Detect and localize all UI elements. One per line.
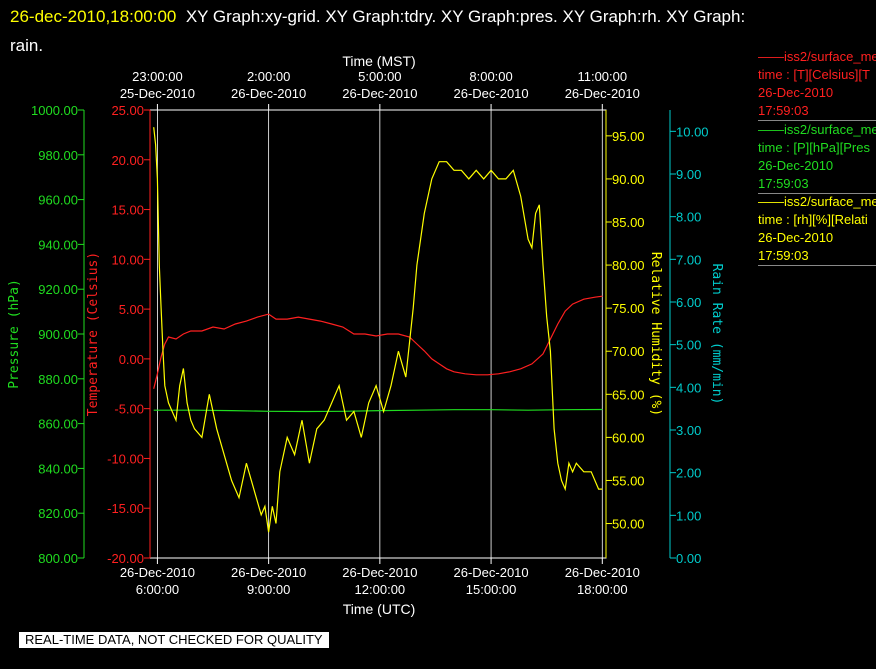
legend-line2: time : [rh][%][Relati <box>758 212 868 227</box>
x-tick-label-date: 26-Dec-2010 <box>565 565 640 580</box>
x-tick-label-date: 26-Dec-2010 <box>342 565 417 580</box>
legend-line3: 26-Dec-2010 <box>758 85 834 100</box>
rain-tick-label: 8.00 <box>676 210 701 225</box>
quality-warning: REAL-TIME DATA, NOT CHECKED FOR QUALITY <box>19 632 329 648</box>
header-graph-titles-cont: rain. <box>10 36 44 55</box>
temperature-tick-label: 15.00 <box>111 203 144 218</box>
temperature-tick-label: 5.00 <box>119 302 144 317</box>
pressure-tick-label: 940.00 <box>38 237 78 252</box>
rh-tick-label: 60.00 <box>612 430 645 445</box>
series-line-pressure <box>153 408 603 413</box>
legend-line2: time : [T][Celsius][T <box>758 67 870 82</box>
top-tick-label-time: 11:00:00 <box>577 69 627 84</box>
temperature-tick-label: 0.00 <box>119 352 144 367</box>
pressure-tick-label: 1000.00 <box>31 103 78 118</box>
legend-line4: 17:59:03 <box>758 102 876 121</box>
temperature-tick-label: -5.00 <box>114 402 144 417</box>
top-axis-title: Time (MST) <box>342 53 415 69</box>
header-timestamp: 26-dec-2010,18:00:00 <box>10 7 177 26</box>
series-line-rh <box>153 127 603 533</box>
rh-tick-label: 90.00 <box>612 172 645 187</box>
legend-line2: time : [P][hPa][Pres <box>758 140 870 155</box>
rain-tick-label: 4.00 <box>676 380 701 395</box>
header: 26-dec-2010,18:00:00 XY Graph:xy-grid. X… <box>10 2 860 60</box>
temperature-tick-label: 25.00 <box>111 103 144 118</box>
legend-line3: 26-Dec-2010 <box>758 230 834 245</box>
x-tick-label-time: 12:00:00 <box>355 582 406 597</box>
header-graph-titles: XY Graph:xy-grid. XY Graph:tdry. XY Grap… <box>185 7 746 26</box>
temperature-tick-label: 10.00 <box>111 252 144 267</box>
series-line-temperature <box>153 295 603 389</box>
rh-tick-label: 75.00 <box>612 301 645 316</box>
pressure-tick-label: 820.00 <box>38 506 78 521</box>
top-tick-label-time: 5:00:00 <box>358 69 401 84</box>
x-tick-label-time: 6:00:00 <box>136 582 179 597</box>
rain-axis-title: Rain Rate (mm/min) <box>709 264 724 405</box>
pressure-tick-label: 980.00 <box>38 148 78 163</box>
x-tick-label-date: 26-Dec-2010 <box>231 565 306 580</box>
top-tick-label-date: 26-Dec-2010 <box>565 86 640 101</box>
pressure-tick-label: 860.00 <box>38 417 78 432</box>
top-tick-label-date: 26-Dec-2010 <box>453 86 528 101</box>
x-tick-label-date: 26-Dec-2010 <box>453 565 528 580</box>
pressure-tick-label: 880.00 <box>38 372 78 387</box>
pressure-tick-label: 840.00 <box>38 461 78 476</box>
pressure-tick-label: 960.00 <box>38 193 78 208</box>
pressure-tick-label: 920.00 <box>38 282 78 297</box>
top-tick-label-time: 23:00:00 <box>132 69 183 84</box>
legend-line4: 17:59:03 <box>758 247 876 266</box>
rain-tick-label: 10.00 <box>676 124 709 139</box>
x-axis-title: Time (UTC) <box>343 601 416 617</box>
rh-axis-title: Relative Humidity (%) <box>648 252 663 416</box>
rh-tick-label: 65.00 <box>612 387 645 402</box>
x-tick-label-time: 9:00:00 <box>247 582 290 597</box>
top-tick-label-date: 26-Dec-2010 <box>342 86 417 101</box>
rain-tick-label: 6.00 <box>676 295 701 310</box>
rain-tick-label: 2.00 <box>676 466 701 481</box>
legend-line4: 17:59:03 <box>758 175 876 194</box>
top-tick-label-date: 26-Dec-2010 <box>231 86 306 101</box>
rain-tick-label: 1.00 <box>676 508 701 523</box>
x-tick-label-date: 26-Dec-2010 <box>120 565 195 580</box>
rain-tick-label: 3.00 <box>676 423 701 438</box>
rh-tick-label: 70.00 <box>612 344 645 359</box>
legend-entry-temperature: ——iss2/surface_me time : [T][Celsius][T … <box>758 48 876 121</box>
temperature-tick-label: -20.00 <box>107 551 144 566</box>
legend-line1: ——iss2/surface_me <box>758 194 876 209</box>
rain-tick-label: 9.00 <box>676 167 701 182</box>
rain-tick-label: 7.00 <box>676 252 701 267</box>
pressure-tick-label: 900.00 <box>38 327 78 342</box>
legend-entry-rh: ——iss2/surface_me time : [rh][%][Relati … <box>758 193 876 266</box>
legend-entry-pressure: ——iss2/surface_me time : [P][hPa][Pres 2… <box>758 121 876 194</box>
x-tick-label-time: 18:00:00 <box>577 582 628 597</box>
rh-tick-label: 85.00 <box>612 215 645 230</box>
rh-tick-label: 95.00 <box>612 129 645 144</box>
rain-tick-label: 0.00 <box>676 551 701 566</box>
legend-line3: 26-Dec-2010 <box>758 158 834 173</box>
temperature-axis-title: Temperature (Celsius) <box>86 252 101 416</box>
legend-line1: ——iss2/surface_me <box>758 122 876 137</box>
temperature-tick-label: -15.00 <box>107 501 144 516</box>
temperature-tick-label: -10.00 <box>107 451 144 466</box>
top-tick-label-date: 25-Dec-2010 <box>120 86 195 101</box>
rh-tick-label: 55.00 <box>612 473 645 488</box>
x-tick-label-time: 15:00:00 <box>466 582 517 597</box>
rain-tick-label: 5.00 <box>676 338 701 353</box>
pressure-axis-title: Pressure (hPa) <box>7 279 22 389</box>
pressure-tick-label: 800.00 <box>38 551 78 566</box>
temperature-tick-label: 20.00 <box>111 153 144 168</box>
plot-frame <box>149 109 607 559</box>
top-tick-label-time: 8:00:00 <box>469 69 512 84</box>
rh-tick-label: 50.00 <box>612 517 645 532</box>
rh-tick-label: 80.00 <box>612 258 645 273</box>
legend-line1: ——iss2/surface_me <box>758 49 876 64</box>
top-tick-label-time: 2:00:00 <box>247 69 290 84</box>
